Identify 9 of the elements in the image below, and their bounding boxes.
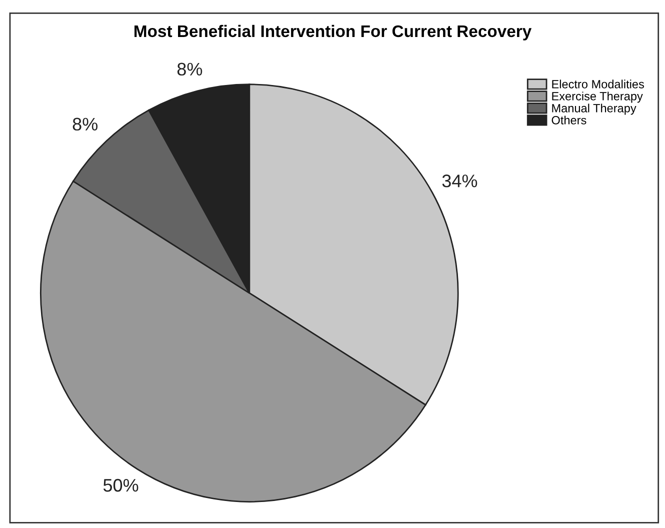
legend-label: Others (552, 116, 586, 124)
data-label: 50% (103, 478, 138, 492)
chart-title: Most Beneficial Intervention For Current Recovery (134, 24, 532, 40)
data-label: 8% (177, 62, 202, 76)
legend-label: Manual Therapy (552, 104, 636, 115)
data-label: 34% (442, 174, 478, 188)
data-label: 8% (72, 118, 98, 131)
legend-label: Exercise Therapy (552, 92, 643, 103)
legend-label: Electro Modalities (552, 80, 644, 88)
